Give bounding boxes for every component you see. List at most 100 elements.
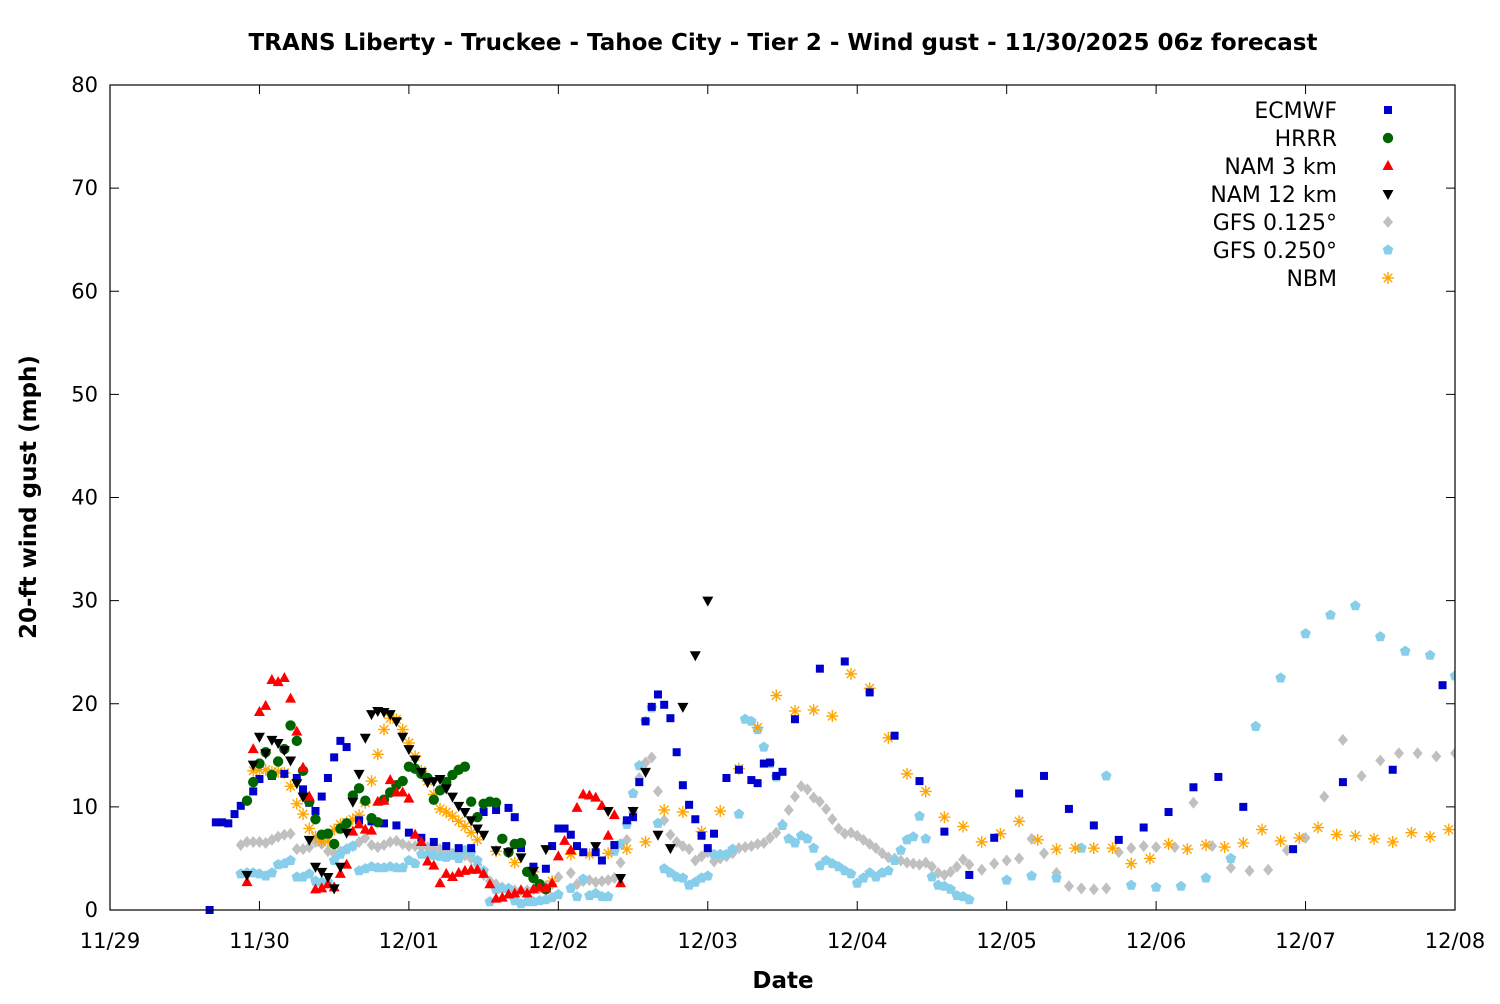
data-point	[802, 833, 813, 844]
data-point	[908, 857, 919, 870]
data-point	[840, 657, 849, 666]
data-point	[577, 873, 589, 884]
data-point	[297, 761, 309, 772]
data-point	[766, 758, 775, 767]
data-point	[341, 818, 352, 829]
data-point	[571, 801, 583, 812]
data-point	[360, 795, 371, 806]
data-point	[471, 824, 483, 835]
data-point	[248, 776, 259, 788]
data-point	[1126, 842, 1137, 855]
data-point	[652, 785, 663, 798]
data-point	[1031, 833, 1044, 846]
data-point	[1164, 808, 1173, 817]
data-point	[710, 829, 719, 838]
data-point	[895, 844, 907, 855]
data-point	[602, 891, 614, 902]
data-point	[353, 818, 365, 829]
y-tick-label: 60	[71, 279, 98, 303]
data-point	[590, 876, 601, 889]
data-point	[1319, 790, 1330, 803]
data-point	[1438, 681, 1447, 690]
data-point	[347, 825, 359, 836]
y-tick-label: 20	[71, 692, 98, 716]
y-tick-label: 40	[71, 486, 98, 510]
data-point	[702, 870, 714, 881]
data-point	[1325, 609, 1336, 620]
data-point	[1244, 864, 1255, 877]
data-point	[1356, 769, 1367, 782]
data-point	[291, 725, 303, 736]
data-point	[1200, 872, 1212, 883]
data-point	[747, 776, 756, 785]
data-point	[1293, 831, 1306, 844]
data-point	[248, 835, 259, 848]
data-point	[272, 676, 284, 687]
data-point	[366, 710, 378, 721]
data-point	[515, 837, 527, 849]
x-axis-label: Date	[752, 968, 813, 994]
data-point	[758, 741, 770, 752]
data-point	[465, 816, 477, 827]
data-point	[384, 710, 396, 721]
data-point	[1424, 649, 1436, 660]
x-tick-label: 12/01	[379, 929, 440, 953]
data-point	[945, 865, 956, 878]
data-point	[808, 842, 819, 853]
data-point	[646, 751, 657, 764]
data-point	[465, 826, 478, 839]
data-point	[291, 843, 302, 856]
data-point	[1275, 672, 1286, 683]
data-point	[964, 858, 975, 871]
data-point	[778, 767, 787, 776]
legend-label: NAM 3 km	[1224, 155, 1337, 180]
data-point	[266, 674, 278, 685]
data-point	[403, 792, 415, 803]
data-point	[478, 830, 490, 841]
data-point	[727, 843, 738, 854]
data-point	[920, 833, 931, 844]
data-point	[241, 795, 253, 806]
data-point	[479, 808, 488, 817]
data-point	[1013, 815, 1026, 828]
data-point	[303, 835, 315, 846]
data-point	[397, 862, 408, 873]
data-point	[510, 813, 519, 822]
data-point	[1375, 631, 1386, 642]
data-point	[272, 756, 284, 767]
data-point	[317, 792, 326, 801]
data-point	[665, 828, 676, 841]
data-point	[241, 870, 253, 881]
data-point	[752, 838, 763, 850]
data-point	[1225, 861, 1236, 874]
legend-marker	[1382, 244, 1394, 255]
data-point	[299, 785, 308, 794]
data-point	[664, 844, 676, 855]
data-point	[428, 794, 439, 805]
data-point	[1087, 842, 1100, 855]
data-point	[291, 779, 303, 790]
data-point	[503, 882, 514, 893]
legend-marker	[1382, 272, 1394, 284]
data-point	[440, 806, 453, 819]
data-point	[789, 837, 801, 848]
data-point	[1113, 846, 1124, 859]
data-point	[635, 778, 644, 787]
data-point	[770, 689, 783, 702]
data-point	[397, 786, 409, 797]
data-point	[602, 807, 614, 817]
data-point	[1001, 854, 1012, 867]
x-tick-label: 12/05	[976, 929, 1037, 953]
data-point	[1088, 883, 1099, 896]
data-point	[579, 848, 588, 857]
data-point	[907, 831, 919, 842]
data-point	[1069, 842, 1082, 855]
data-point	[490, 846, 502, 857]
data-point	[336, 736, 345, 745]
y-tick-label: 70	[71, 176, 98, 200]
data-point	[1015, 789, 1024, 798]
data-point	[777, 819, 788, 830]
data-point	[546, 877, 558, 888]
data-point	[652, 817, 664, 828]
